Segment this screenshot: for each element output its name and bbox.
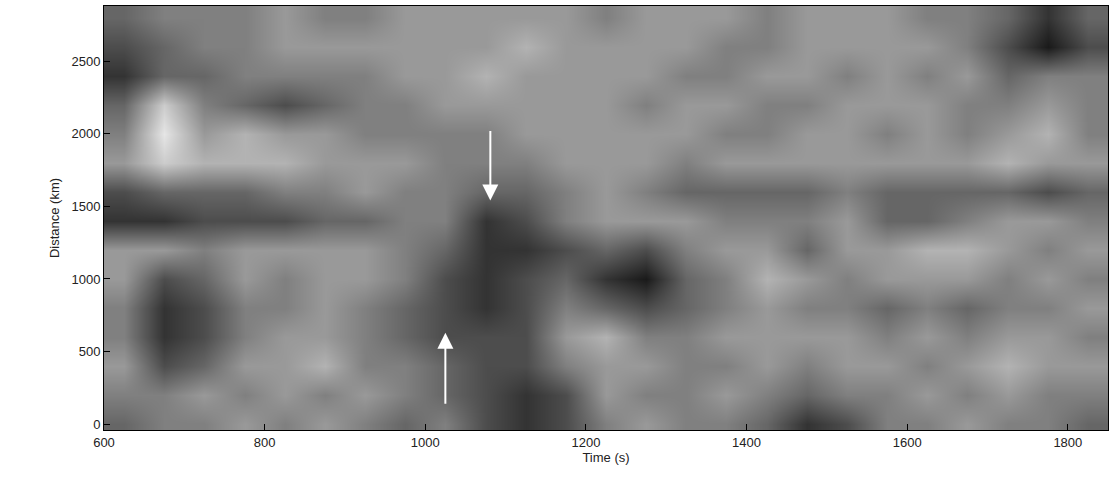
svg-text:1000: 1000 xyxy=(411,435,440,450)
svg-text:500: 500 xyxy=(79,344,101,359)
svg-text:1500: 1500 xyxy=(71,199,100,214)
svg-text:1400: 1400 xyxy=(732,435,761,450)
svg-text:2500: 2500 xyxy=(71,54,100,69)
svg-text:Time (s): Time (s) xyxy=(582,450,629,465)
svg-text:1200: 1200 xyxy=(571,435,600,450)
svg-text:600: 600 xyxy=(93,435,115,450)
svg-text:1600: 1600 xyxy=(893,435,922,450)
svg-text:Distance (km): Distance (km) xyxy=(47,178,62,258)
svg-text:1800: 1800 xyxy=(1053,435,1082,450)
svg-text:0: 0 xyxy=(93,417,100,432)
svg-text:2000: 2000 xyxy=(71,126,100,141)
svg-text:1000: 1000 xyxy=(71,272,100,287)
svg-text:800: 800 xyxy=(254,435,276,450)
